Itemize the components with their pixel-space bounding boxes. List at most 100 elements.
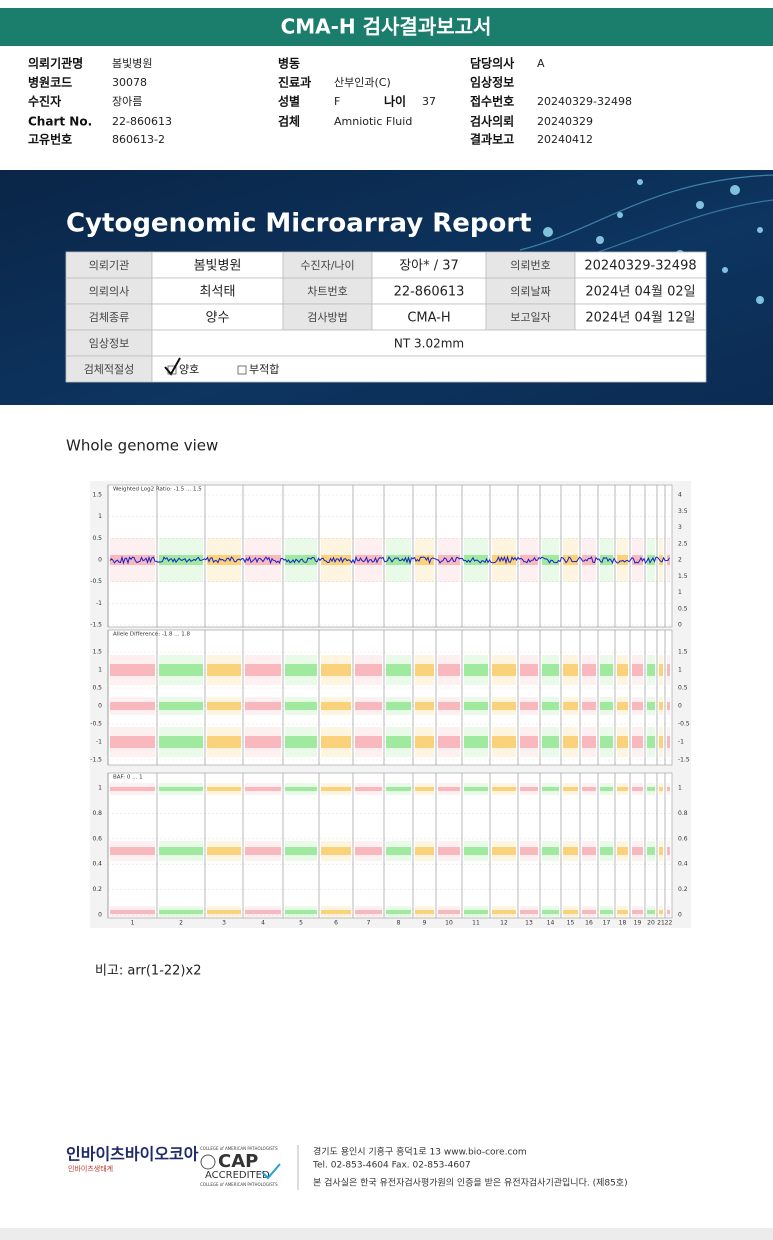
signal-band bbox=[464, 702, 488, 710]
bottom-bar bbox=[0, 1228, 773, 1240]
signal-band bbox=[110, 910, 155, 914]
chromosome-label: 22 bbox=[665, 920, 673, 927]
signal-band bbox=[647, 787, 655, 791]
signal-band bbox=[542, 736, 559, 748]
table-value: 2024년 04월 12일 bbox=[585, 311, 695, 326]
signal-band bbox=[245, 702, 281, 710]
signal-band bbox=[632, 664, 643, 676]
signal-band bbox=[647, 847, 655, 855]
signal-band bbox=[617, 910, 628, 914]
y-tick-label: 0.4 bbox=[92, 861, 102, 868]
y2-tick-label: 0.6 bbox=[678, 835, 688, 842]
y-tick-label: 0.8 bbox=[92, 810, 102, 817]
signal-band bbox=[464, 787, 488, 791]
table-value: 2024년 04월 02일 bbox=[585, 285, 695, 300]
signal-band bbox=[285, 702, 317, 710]
signal-band bbox=[667, 910, 670, 914]
table-label-cell bbox=[485, 303, 576, 331]
signal-band bbox=[632, 787, 643, 791]
signal-band bbox=[563, 787, 578, 791]
table-label: 의뢰기관 bbox=[89, 259, 129, 272]
y-tick-label: 1 bbox=[98, 513, 102, 520]
signal-band bbox=[520, 702, 538, 710]
signal-band bbox=[207, 555, 241, 565]
table-label: 임상정보 bbox=[89, 337, 129, 350]
signal-band bbox=[647, 664, 655, 676]
header-title: CMA-H 검사결과보고서 bbox=[281, 15, 492, 39]
chromosome-label: 16 bbox=[585, 920, 593, 927]
signal-band bbox=[632, 702, 643, 710]
signal-band bbox=[563, 910, 578, 914]
y-tick-label: -1 bbox=[96, 600, 102, 607]
y-tick-label: 0 bbox=[98, 557, 102, 564]
signal-band bbox=[245, 555, 281, 565]
chromosome-label: 3 bbox=[222, 920, 226, 927]
signal-band bbox=[464, 847, 488, 855]
signal-band bbox=[355, 702, 382, 710]
signal-band bbox=[582, 736, 596, 748]
info-label: 수진자 bbox=[28, 94, 61, 109]
signal-band bbox=[582, 664, 596, 676]
signal-band bbox=[207, 736, 241, 748]
section-title: Whole genome view bbox=[66, 437, 218, 455]
table-value: 봄빛병원 bbox=[194, 259, 242, 274]
signal-band bbox=[617, 787, 628, 791]
info-value: 20240329-32498 bbox=[537, 95, 632, 108]
chromosome-label: 7 bbox=[367, 920, 371, 927]
info-label: 검체 bbox=[278, 114, 300, 129]
signal-band bbox=[207, 787, 241, 791]
signal-band bbox=[110, 787, 155, 791]
y2-tick-label: 1 bbox=[678, 785, 682, 792]
signal-band bbox=[110, 664, 155, 676]
y2-tick-label: 1 bbox=[678, 589, 682, 596]
info-label: 진료과 bbox=[278, 75, 311, 90]
chromosome-label: 4 bbox=[261, 920, 265, 927]
signal-band bbox=[582, 847, 596, 855]
signal-band bbox=[438, 847, 460, 855]
signal-band bbox=[617, 847, 628, 855]
info-value: 30078 bbox=[112, 76, 147, 89]
report-title: Cytogenomic Microarray Report bbox=[66, 209, 532, 239]
chromosome-label: 19 bbox=[634, 920, 642, 927]
signal-band bbox=[321, 664, 351, 676]
info-value: 장아름 bbox=[112, 95, 142, 108]
banner-dot bbox=[617, 212, 623, 218]
signal-band bbox=[207, 910, 241, 914]
table-label: 검체종류 bbox=[89, 311, 129, 324]
signal-band bbox=[386, 787, 411, 791]
chromosome-label: 11 bbox=[472, 920, 480, 927]
signal-band bbox=[159, 787, 203, 791]
info-value: F bbox=[334, 95, 340, 108]
y-tick-label: 0.6 bbox=[92, 835, 102, 842]
signal-band bbox=[520, 910, 538, 914]
signal-band bbox=[415, 910, 434, 914]
table-value: CMA-H bbox=[407, 311, 450, 326]
signal-band bbox=[415, 736, 434, 748]
info-label: 성별 bbox=[278, 94, 300, 109]
cap-accredited: ACCREDITED bbox=[205, 1170, 270, 1181]
signal-band bbox=[438, 555, 460, 565]
note: 비고: arr(1-22)x2 bbox=[95, 964, 201, 979]
y2-tick-label: -0.5 bbox=[678, 721, 690, 728]
signal-band bbox=[600, 736, 613, 748]
y2-tick-label: 0 bbox=[678, 622, 682, 629]
signal-band bbox=[667, 787, 670, 791]
chromosome-label: 20 bbox=[647, 920, 655, 927]
signal-band bbox=[492, 736, 516, 748]
table-label-cell bbox=[485, 251, 576, 279]
table-value-cell bbox=[151, 329, 707, 357]
info-value: 37 bbox=[422, 95, 436, 108]
info-value: A bbox=[537, 57, 545, 70]
signal-band bbox=[617, 736, 628, 748]
signal-band bbox=[386, 555, 411, 565]
signal-band bbox=[600, 664, 613, 676]
signal-band bbox=[600, 555, 613, 565]
signal-band bbox=[632, 910, 643, 914]
chromosome-label: 12 bbox=[500, 920, 508, 927]
y-tick-label: -0.5 bbox=[90, 721, 102, 728]
table-label-cell bbox=[282, 303, 373, 331]
info-label: 결과보고 bbox=[470, 132, 514, 147]
signal-band bbox=[159, 702, 203, 710]
info-label: 임상정보 bbox=[470, 75, 514, 90]
